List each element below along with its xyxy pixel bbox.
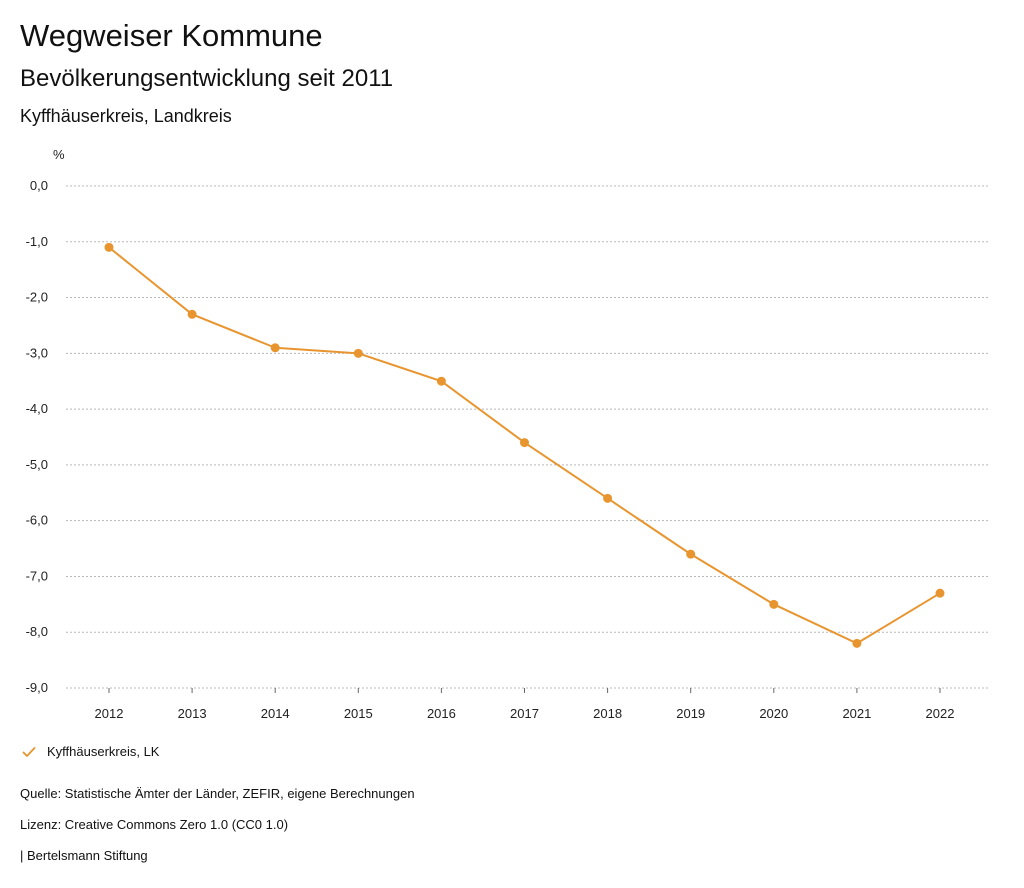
x-tick-label: 2018 (593, 706, 622, 721)
x-tick-label: 2017 (510, 706, 539, 721)
x-tick-label: 2016 (427, 706, 456, 721)
source-note: Quelle: Statistische Ämter der Länder, Z… (20, 786, 415, 801)
data-point-2015[interactable] (353, 348, 363, 358)
publisher-note: | Bertelsmann Stiftung (20, 848, 148, 863)
y-tick-label: -4,0 (26, 401, 48, 416)
x-tick-label: 2022 (926, 706, 955, 721)
x-tick-label: 2019 (676, 706, 705, 721)
data-point-2013[interactable] (187, 309, 197, 319)
data-point-2021[interactable] (852, 638, 862, 648)
legend-check-icon (22, 746, 36, 757)
data-point-2020[interactable] (769, 599, 779, 609)
page-title: Wegweiser Kommune (20, 18, 323, 53)
data-point-2019[interactable] (686, 549, 696, 559)
region-label: Kyffhäuserkreis, Landkreis (20, 106, 232, 126)
data-point-2012[interactable] (104, 242, 114, 252)
data-point-2017[interactable] (520, 438, 529, 448)
x-tick-label: 2021 (842, 706, 871, 721)
data-point-2022[interactable] (935, 588, 945, 598)
y-axis-unit: % (53, 147, 65, 162)
y-tick-label: -1,0 (26, 234, 48, 249)
chart-subtitle: Bevölkerungsentwicklung seit 2011 (20, 65, 394, 92)
y-tick-label: -8,0 (26, 624, 48, 639)
line-chart: % 0,0 -1,0 -2,0 -3,0 -4,0 -5,0 -6,0 -7,0 -8,0 -9,… (26, 147, 990, 721)
y-tick-label: -9,0 (26, 680, 48, 695)
legend-label: Kyffhäuserkreis, LK (47, 744, 160, 759)
data-point-2018[interactable] (603, 493, 613, 503)
y-tick-label: 0,0 (30, 178, 48, 193)
x-tick-label: 2012 (95, 706, 124, 721)
y-tick-label: -3,0 (26, 345, 48, 360)
y-tick-label: -6,0 (26, 513, 48, 528)
data-point-2016[interactable] (436, 376, 446, 386)
x-tick-label: 2013 (178, 706, 207, 721)
y-tick-label: -7,0 (26, 568, 48, 583)
chart-legend[interactable]: Kyffhäuserkreis, LK (22, 744, 159, 759)
y-tick-label: -2,0 (26, 290, 48, 305)
x-tick-label: 2015 (344, 706, 373, 721)
x-tick-label: 2020 (759, 706, 788, 721)
x-tick-label: 2014 (261, 706, 290, 721)
data-point-2014[interactable] (270, 343, 280, 353)
y-tick-label: -5,0 (26, 457, 48, 472)
license-note: Lizenz: Creative Commons Zero 1.0 (CC0 1… (20, 817, 289, 832)
